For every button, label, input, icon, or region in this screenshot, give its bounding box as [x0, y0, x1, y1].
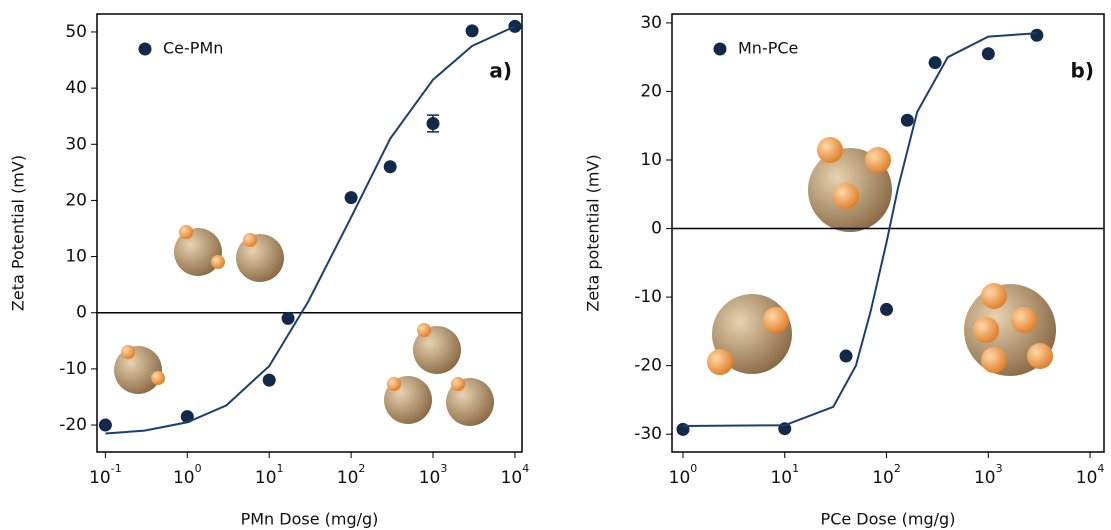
panel-label: a): [489, 59, 512, 83]
tick-base: 10: [501, 468, 523, 488]
y-tick-label: 30: [65, 134, 87, 154]
data-point: [840, 350, 853, 363]
y-tick-label: -30: [634, 424, 662, 444]
y-tick-label: -20: [59, 415, 87, 435]
y-tick-label: 20: [65, 190, 87, 210]
tick-exponent: 3: [996, 462, 1003, 475]
x-tick-label: 103: [974, 462, 1003, 488]
tick-exponent: 4: [1097, 462, 1104, 475]
data-point: [982, 47, 995, 60]
y-tick-label: 30: [640, 13, 662, 33]
y-tick-label: 40: [65, 78, 87, 98]
data-point: [929, 56, 942, 69]
y-tick-label: 0: [651, 219, 662, 239]
tick-exponent: 2: [358, 462, 365, 475]
legend-marker: [714, 43, 727, 56]
x-tick-label: 10-1: [89, 462, 122, 488]
x-axis-label: PCe Dose (mg/g): [821, 510, 956, 529]
tick-base: 10: [255, 468, 277, 488]
y-tick-label: -10: [59, 359, 87, 379]
x-tick-label: 100: [669, 462, 698, 488]
x-tick-label: 100: [173, 462, 202, 488]
data-point: [1030, 29, 1043, 42]
tick-base: 10: [419, 468, 441, 488]
tick-exponent: 0: [690, 462, 697, 475]
x-axis-label: PMn Dose (mg/g): [241, 510, 379, 529]
tick-exponent: 4: [522, 462, 529, 475]
tick-base: 10: [173, 468, 195, 488]
y-tick-label: 10: [65, 247, 87, 267]
tick-exponent: 1: [277, 462, 284, 475]
tick-base: 10: [669, 468, 691, 488]
y-tick-label: 50: [65, 22, 87, 42]
legend-label: Ce-PMn: [163, 39, 223, 58]
y-axis-label: Zeta potential (mV): [584, 154, 603, 311]
data-point: [676, 423, 689, 436]
data-point: [880, 303, 893, 316]
data-point: [345, 191, 358, 204]
tick-base: 10: [770, 468, 792, 488]
tick-exponent: -1: [111, 462, 122, 475]
y-tick-label: 20: [640, 81, 662, 101]
tick-base: 10: [974, 468, 996, 488]
x-tick-label: 102: [872, 462, 901, 488]
tick-base: 10: [337, 468, 359, 488]
data-point: [384, 160, 397, 173]
y-tick-label: -20: [634, 356, 662, 376]
tick-base: 10: [1076, 468, 1098, 488]
y-axis-label: Zeta Potential (mV): [9, 155, 28, 311]
data-point: [99, 419, 112, 432]
figure: -20-100102030405010-1100101102103104Ce-P…: [0, 0, 1111, 530]
tick-base: 10: [89, 468, 111, 488]
legend-marker: [139, 43, 152, 56]
panel-label: b): [1071, 59, 1094, 83]
x-tick-label: 103: [419, 462, 448, 488]
tick-exponent: 0: [195, 462, 202, 475]
data-point: [427, 117, 440, 130]
tick-base: 10: [872, 468, 894, 488]
tick-exponent: 2: [894, 462, 901, 475]
x-tick-label: 104: [1076, 462, 1105, 488]
tick-exponent: 3: [440, 462, 447, 475]
y-tick-label: 10: [640, 150, 662, 170]
data-point: [263, 374, 276, 387]
data-point: [901, 114, 914, 127]
x-tick-label: 104: [501, 462, 530, 488]
fit-line: [105, 26, 515, 433]
y-tick-label: -10: [634, 287, 662, 307]
x-tick-label: 101: [255, 462, 284, 488]
tick-exponent: 1: [792, 462, 799, 475]
data-point: [508, 20, 521, 33]
data-point: [466, 24, 479, 37]
legend-label: Mn-PCe: [738, 39, 798, 58]
y-tick-label: 0: [76, 303, 87, 323]
data-point: [282, 312, 295, 325]
x-tick-label: 102: [337, 462, 366, 488]
x-tick-label: 101: [770, 462, 799, 488]
